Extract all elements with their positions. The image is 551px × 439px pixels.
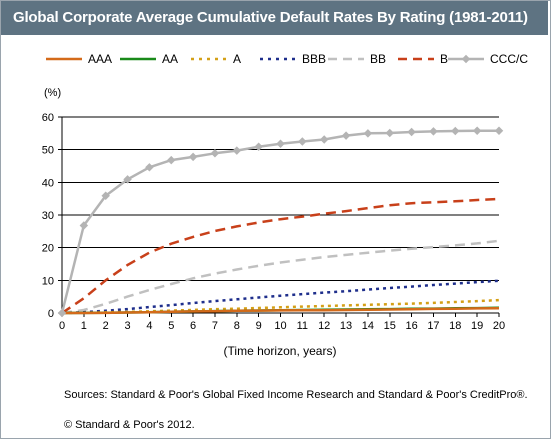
x-axis-label: (Time horizon, years) [223,344,337,358]
data-point-cccc [363,129,373,138]
x-tick-label: 16 [405,320,417,332]
x-tick-label: 10 [274,320,286,332]
x-tick-label: 2 [103,320,109,332]
x-tick-label: 0 [59,320,65,332]
x-tick-label: 15 [384,320,396,332]
data-point-cccc [188,152,198,162]
x-tick-label: 19 [471,320,483,332]
y-tick-label: 30 [42,210,54,222]
legend-swatch [46,57,82,61]
x-tick-label: 4 [146,320,152,332]
data-point-cccc [57,308,67,318]
data-point-cccc [451,126,460,136]
series-line-bb [61,239,500,315]
series-line-b [61,197,500,315]
copyright-note: © Standard & Poor's 2012. [64,419,195,431]
x-tick-label: 9 [256,320,262,332]
y-tick-label: 0 [48,308,54,320]
x-tick-label: 5 [168,320,174,332]
legend-label: AA [162,52,179,66]
data-point-cccc [254,142,263,151]
data-point-cccc [429,127,438,136]
data-point-cccc [232,146,242,155]
legend-swatch [328,57,364,61]
y-axis-ticks: 0 10 20 30 40 50 60 [42,112,62,320]
x-tick-label: 14 [362,320,374,332]
x-tick-label: 7 [212,320,218,332]
legend-label: AAA [88,52,113,66]
y-tick-label: 50 [42,145,54,157]
y-tick-label: 20 [42,243,54,255]
data-point-cccc [341,131,351,140]
data-point-cccc [472,126,482,135]
legend-label: BBB [302,52,327,66]
series-line-bbb [61,279,500,315]
legend-label: A [233,52,242,66]
legend-swatch [398,57,434,61]
legend-label: CCC/C [490,52,528,66]
x-axis-ticks: 0 1 2 3 4 5 6 7 8 9 10 11 12 13 14 15 16 17 18 19 20 [59,313,505,332]
data-point-cccc [407,127,416,137]
data-point-cccc [123,175,132,184]
series-lines [57,126,504,318]
x-tick-label: 20 [493,320,505,332]
data-point-cccc [101,191,110,200]
data-point-cccc [210,149,220,158]
data-point-cccc [145,163,154,172]
y-tick-label: 60 [42,112,54,124]
legend-label: B [440,52,449,66]
x-tick-label: 1 [81,320,87,332]
chart-title: Global Corporate Average Cumulative Defa… [1,1,548,35]
data-point-cccc [494,126,504,135]
series-line-aaa [62,306,500,315]
legend-swatch [120,57,156,61]
x-tick-label: 8 [234,320,240,332]
data-point-cccc [385,128,394,138]
x-tick-label: 3 [124,320,130,332]
legend-swatch [260,57,296,61]
data-point-cccc [167,155,176,165]
y-unit-label: (%) [44,87,62,99]
x-tick-label: 6 [190,320,196,332]
data-point-cccc [298,137,307,146]
data-point-cccc [79,221,89,230]
legend-swatch [191,57,227,61]
x-tick-label: 17 [427,320,439,332]
chart-legend: AAA AA A BBB BB B CCC/C [0,50,551,68]
data-point-cccc [276,139,285,149]
x-tick-label: 13 [340,320,352,332]
y-tick-label: 40 [42,177,54,189]
legend-label: BB [370,52,387,66]
x-tick-label: 11 [297,320,308,332]
legend-swatch [448,54,484,64]
sources-note: Sources: Standard & Poor's Global Fixed … [64,389,528,401]
y-tick-label: 10 [42,275,54,287]
x-tick-label: 12 [318,320,330,332]
x-tick-label: 18 [449,320,461,332]
data-point-cccc [319,135,329,144]
